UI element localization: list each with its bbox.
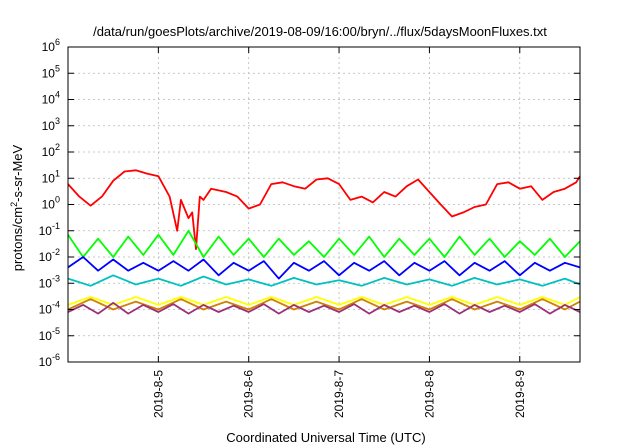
x-axis: 2019-8-5 2019-8-6 2019-8-7 2019-8-8 2019-8-9 bbox=[151, 47, 527, 418]
series-line-4 bbox=[67, 274, 581, 287]
y-tick-label: 10-6 bbox=[39, 352, 60, 369]
data-series bbox=[67, 169, 581, 315]
x-tick-label: 2019-8-9 bbox=[513, 370, 527, 418]
y-axis-label: protons/cm2-s-sr-MeV bbox=[9, 144, 25, 271]
series-line-7 bbox=[67, 301, 581, 315]
y-tick-label: 10-4 bbox=[39, 300, 60, 317]
series-line-1 bbox=[67, 169, 581, 251]
y-tick-label: 105 bbox=[42, 63, 60, 80]
y-axis-label-exponent: 2 bbox=[9, 202, 19, 207]
chart-title: /data/run/goesPlots/archive/2019-08-09/1… bbox=[93, 24, 547, 39]
y-tick-label: 10-3 bbox=[39, 273, 60, 290]
y-tick-label: 102 bbox=[42, 142, 60, 159]
y-tick-label: 10-1 bbox=[39, 221, 60, 238]
series-line-5 bbox=[67, 296, 581, 306]
x-tick-label: 2019-8-7 bbox=[332, 370, 346, 418]
series-line-6 bbox=[67, 298, 581, 311]
y-axis-label-main: protons/cm bbox=[10, 207, 25, 271]
series-line-2 bbox=[67, 229, 581, 258]
y-tick-label: 10-5 bbox=[39, 326, 60, 343]
series-line-3 bbox=[67, 256, 581, 280]
y-axis: 10-6 10-5 10-4 10-3 10-2 10-1 100 101 102 103 104 1… bbox=[39, 37, 580, 369]
y-tick-label: 101 bbox=[42, 168, 60, 185]
x-axis-label: Coordinated Universal Time (UTC) bbox=[226, 430, 425, 445]
y-axis-label-units: -s-sr-MeV bbox=[10, 144, 25, 201]
y-tick-label: 103 bbox=[42, 116, 60, 133]
y-tick-label: 106 bbox=[42, 37, 60, 54]
x-tick-label: 2019-8-5 bbox=[151, 370, 165, 418]
x-tick-label: 2019-8-8 bbox=[422, 370, 436, 418]
y-tick-label: 100 bbox=[42, 195, 60, 212]
y-tick-label: 104 bbox=[42, 90, 60, 107]
y-tick-label: 10-2 bbox=[39, 247, 60, 264]
x-tick-label: 2019-8-6 bbox=[242, 370, 256, 418]
